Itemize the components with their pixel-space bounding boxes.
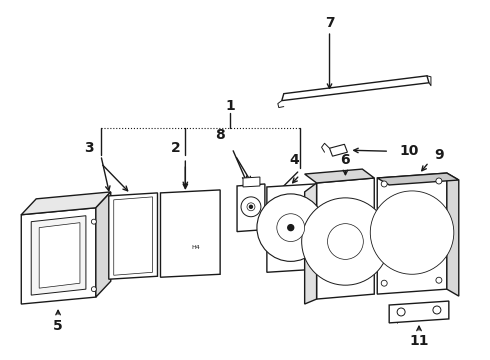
Polygon shape	[21, 208, 96, 304]
Text: 9: 9	[434, 148, 444, 162]
Polygon shape	[305, 169, 374, 183]
Polygon shape	[161, 190, 220, 277]
Polygon shape	[267, 184, 315, 272]
Circle shape	[433, 306, 441, 314]
Polygon shape	[377, 173, 459, 185]
Polygon shape	[31, 216, 86, 295]
Circle shape	[288, 225, 294, 231]
Circle shape	[370, 191, 454, 274]
Polygon shape	[243, 177, 260, 187]
Circle shape	[241, 197, 261, 217]
Circle shape	[91, 287, 97, 292]
Circle shape	[436, 277, 442, 283]
Circle shape	[302, 198, 389, 285]
Polygon shape	[329, 144, 347, 156]
Text: 10: 10	[399, 144, 419, 158]
Polygon shape	[96, 192, 111, 297]
Text: 3: 3	[84, 141, 94, 155]
Text: 5: 5	[53, 319, 63, 333]
Polygon shape	[305, 183, 317, 304]
Text: 2: 2	[171, 141, 180, 155]
Circle shape	[436, 178, 442, 184]
Polygon shape	[114, 197, 152, 275]
Polygon shape	[237, 184, 265, 231]
Circle shape	[381, 280, 387, 286]
Text: 11: 11	[409, 334, 429, 348]
Polygon shape	[282, 76, 429, 100]
Circle shape	[381, 181, 387, 187]
Polygon shape	[39, 223, 80, 288]
Polygon shape	[447, 173, 459, 296]
Circle shape	[249, 205, 252, 208]
Circle shape	[397, 308, 405, 316]
Polygon shape	[377, 173, 447, 294]
Polygon shape	[389, 301, 449, 323]
Text: 6: 6	[341, 153, 350, 167]
Text: 8: 8	[215, 129, 225, 142]
Polygon shape	[21, 192, 111, 215]
Polygon shape	[317, 178, 374, 299]
Circle shape	[91, 219, 97, 224]
Circle shape	[277, 214, 305, 242]
Polygon shape	[109, 193, 157, 279]
Circle shape	[327, 224, 363, 260]
Circle shape	[247, 203, 255, 211]
Text: 4: 4	[290, 153, 299, 167]
Text: H4: H4	[191, 245, 199, 250]
Text: 1: 1	[225, 99, 235, 113]
Circle shape	[257, 194, 324, 261]
Text: 7: 7	[325, 16, 334, 30]
